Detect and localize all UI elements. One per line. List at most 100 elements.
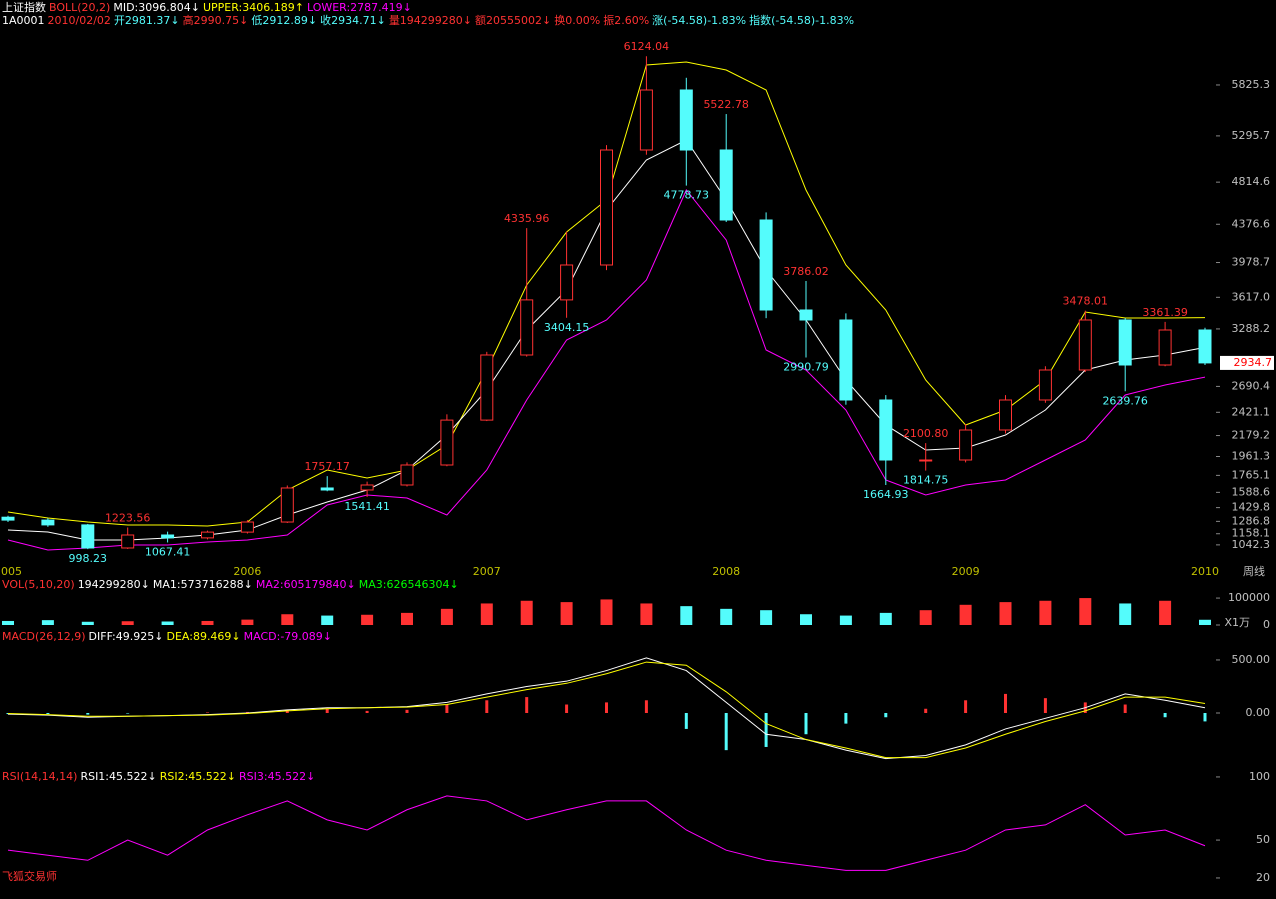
legend-item: MACD:-79.089↓ [244, 630, 332, 643]
candle-body [600, 149, 613, 266]
y-tick-label: 3288.2 [1232, 322, 1271, 335]
legend-item: VOL(5,10,20) [2, 578, 75, 591]
volume-bar [121, 621, 134, 625]
candle-body [360, 484, 374, 491]
y-tick-label: 20 [1256, 871, 1270, 884]
legend-item: 收2934.71↓ [320, 13, 386, 27]
volume-bar [480, 603, 493, 625]
volume-bar [680, 606, 693, 625]
legend-item: DEA:89.469↓ [166, 630, 240, 643]
candle-body [81, 524, 95, 549]
volume-bar [1159, 600, 1172, 625]
volume-bar [760, 610, 773, 625]
candle-body [719, 149, 733, 221]
volume-bar [839, 615, 852, 625]
legend-item: DIFF:49.925↓ [89, 630, 164, 643]
legend-item: UPPER:3406.189↑ [203, 1, 304, 14]
y-tick-label: 2421.1 [1232, 405, 1271, 418]
volume-bar [600, 599, 613, 625]
legend-item: RSI1:45.522↓ [80, 770, 156, 783]
high-label: 4335.96 [504, 212, 550, 225]
candle-body [520, 299, 534, 356]
y-tick-label: 1158.1 [1232, 527, 1271, 540]
high-label: 3361.39 [1142, 306, 1188, 319]
legend-item: 194299280↓ [78, 578, 150, 591]
y-tick-label: 1286.8 [1232, 514, 1271, 527]
y-tick-label: 2690.4 [1232, 379, 1271, 392]
candle-body [759, 219, 773, 311]
candle-body [999, 399, 1012, 431]
x-tick-label: 2007 [473, 565, 501, 578]
y-tick-label: 1429.8 [1232, 501, 1271, 514]
price-tag: 2934.7 [1234, 356, 1273, 369]
volume-bar [959, 604, 972, 625]
legend-item: MID:3096.804↓ [113, 1, 200, 14]
high-label: 3478.01 [1063, 295, 1109, 308]
legend-item: 量194299280↓ [389, 14, 472, 27]
y-tick-label: 4814.6 [1232, 175, 1271, 188]
candle-body [679, 89, 693, 151]
price-tag-box [1220, 355, 1274, 370]
legend-item: 高2990.75↓ [183, 13, 249, 27]
volume-bar [560, 602, 573, 625]
volume-bar [919, 610, 932, 625]
volume-bar [41, 620, 54, 625]
y-tick-label: 1765.1 [1232, 468, 1271, 481]
volume-bar [1039, 600, 1052, 625]
candle-body [280, 487, 294, 523]
high-label: 6124.04 [624, 40, 670, 53]
y-tick-label: 100000 [1228, 591, 1270, 604]
high-label: 5522.78 [703, 98, 749, 111]
candle-body [879, 399, 893, 461]
y-tick-label: 100 [1249, 770, 1270, 783]
legend-item: RSI2:45.522↓ [160, 770, 236, 783]
volume-bar [879, 612, 892, 625]
x-tick-label: 2009 [952, 565, 980, 578]
volume-bar [800, 614, 812, 625]
indicator-line [7, 661, 1206, 759]
watermark: 飞狐交易师 [2, 869, 57, 883]
candle-body [1118, 319, 1132, 366]
y-tick-label: 0 [1263, 618, 1270, 631]
y-tick-label: 3617.0 [1232, 290, 1271, 303]
y-tick-label: 2179.2 [1232, 429, 1271, 442]
x-tick-label: 2008 [712, 565, 740, 578]
x-tick-label: 2010 [1191, 565, 1219, 578]
y-tick-label: 1588.6 [1232, 485, 1271, 498]
high-label: 1223.56 [105, 511, 151, 524]
volume-bar [281, 614, 294, 625]
low-label: 998.23 [69, 552, 108, 565]
volume-bar [1199, 619, 1211, 625]
y-tick-label: 5825.3 [1232, 78, 1271, 91]
legend-item: 涨(-54.58)-1.83% [652, 14, 746, 27]
volume-bar [361, 614, 374, 625]
legend-item: 上证指数 [2, 0, 46, 14]
legend-item: 振2.60% [603, 13, 649, 27]
volume-bar [999, 602, 1012, 625]
candle-body [1, 516, 15, 521]
candle-body [959, 429, 973, 461]
y-tick-label: 500.00 [1232, 653, 1271, 666]
legend-item: MA3:626546304↓ [359, 578, 459, 591]
x-tick-label: 2006 [233, 565, 261, 578]
volume-bar [81, 621, 94, 625]
volume-bar [1079, 598, 1092, 625]
volume-bar [720, 608, 733, 625]
y-tick-label: 0.00 [1246, 706, 1271, 719]
candle-body [320, 487, 334, 491]
low-label: 1664.93 [863, 488, 909, 501]
candle-body [240, 521, 254, 533]
candle-body [201, 531, 214, 539]
legend-item: BOLL(20,2) [49, 1, 110, 14]
volume-bar [321, 615, 334, 625]
volume-bar [640, 603, 653, 625]
candle-body [1038, 369, 1052, 401]
legend-item: RSI3:45.522↓ [239, 770, 315, 783]
y-tick-label: 4376.6 [1232, 217, 1271, 230]
indicator-line [7, 795, 1206, 871]
volume-bar [1119, 603, 1132, 625]
volume-bar [161, 621, 174, 625]
legend-item: MACD(26,12,9) [2, 630, 86, 643]
candle-body [440, 419, 454, 466]
